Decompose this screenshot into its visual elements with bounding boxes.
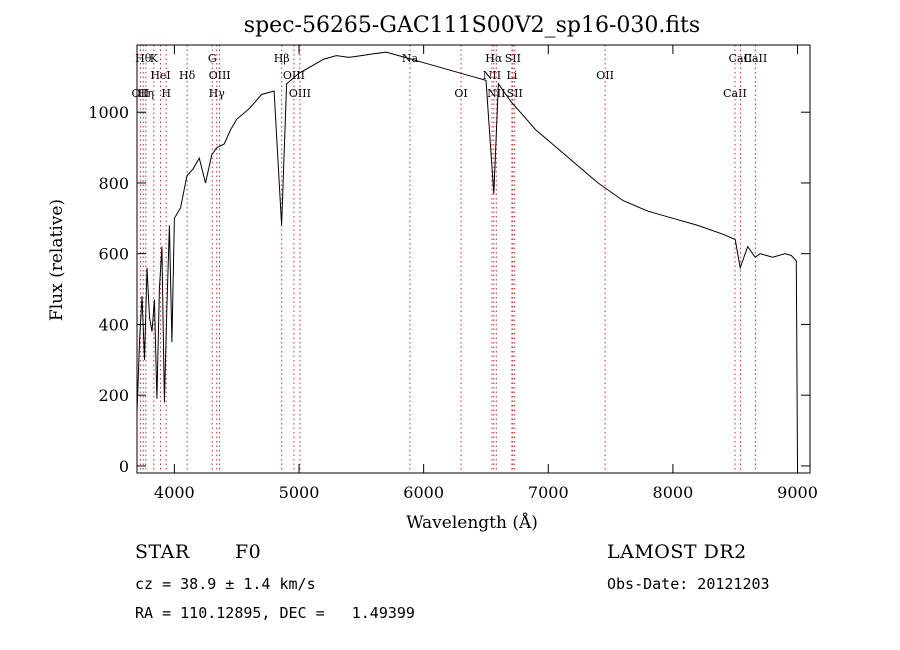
line-marker-label-18: SII [505, 52, 521, 65]
y-axis: 0 200 400 600 800 1000 [88, 103, 810, 476]
line-marker-label-2: Hη [138, 87, 154, 100]
x-tick-label-0: 4000 [154, 483, 195, 502]
y-tick-label-0: 0 [119, 457, 129, 476]
chart-title: spec-56265-GAC111S00V2_sp16-030.fits [244, 13, 700, 38]
x-tick-label-1: 5000 [279, 483, 320, 502]
y-tick-label-2: 400 [98, 315, 129, 334]
x-tick-label-2: 6000 [403, 483, 444, 502]
line-marker-label-5: H [161, 87, 171, 100]
line-marker-label-3: K [150, 52, 159, 65]
survey-name: LAMOST DR2 [607, 541, 747, 563]
y-tick-label-4: 800 [98, 174, 129, 193]
redshift-text: cz = 38.9 ± 1.4 km/s [135, 575, 316, 593]
object-class: STAR [135, 541, 190, 563]
line-marker-label-17: NII [487, 87, 505, 100]
line-marker-label-21: OII [596, 69, 614, 82]
x-tick-label-4: 8000 [653, 483, 694, 502]
x-tick-label-5: 9000 [777, 483, 818, 502]
line-marker-label-14: OI [454, 87, 467, 100]
line-marker-label-8: Hγ [209, 87, 226, 100]
line-marker-group: OIIHθHηKHeIHHδGHγOIIIHβOIIIOIIINaOINIIHα… [132, 45, 768, 473]
line-marker-label-10: Hβ [274, 52, 290, 65]
line-marker-label-16: Hα [485, 52, 503, 65]
line-marker-label-12: OIII [289, 87, 311, 100]
line-marker-label-7: G [208, 52, 217, 65]
x-axis: 4000 5000 6000 7000 8000 9000 [154, 45, 818, 502]
y-axis-label: Flux (relative) [47, 199, 67, 321]
line-marker-label-23: CaII [729, 52, 753, 65]
line-marker-label-0: OII [132, 87, 150, 100]
line-marker-label-9: OIII [209, 69, 231, 82]
line-marker-label-22: CaII [723, 87, 747, 100]
y-tick-label-5: 1000 [88, 103, 129, 122]
y-tick-label-3: 600 [98, 245, 129, 264]
plot-frame [136, 44, 811, 474]
object-subclass: F0 [235, 541, 262, 563]
line-marker-label-6: Hδ [179, 69, 196, 82]
obs-date-text: Obs-Date: 20121203 [607, 575, 770, 593]
line-marker-label-20: SII [507, 87, 523, 100]
line-marker-label-19: Li [506, 69, 517, 82]
x-axis-label: Wavelength (Å) [406, 512, 538, 533]
series-line-0 [136, 51, 798, 466]
y-tick-label-1: 200 [98, 386, 129, 405]
x-tick-label-3: 7000 [528, 483, 569, 502]
line-marker-label-4: HeI [150, 69, 170, 82]
series-group [136, 51, 798, 466]
line-marker-label-24: CaII [744, 52, 768, 65]
line-marker-label-1: Hθ [135, 52, 152, 65]
coordinates-text: RA = 110.12895, DEC = 1.49399 [135, 604, 415, 622]
line-marker-label-11: OIII [283, 69, 305, 82]
